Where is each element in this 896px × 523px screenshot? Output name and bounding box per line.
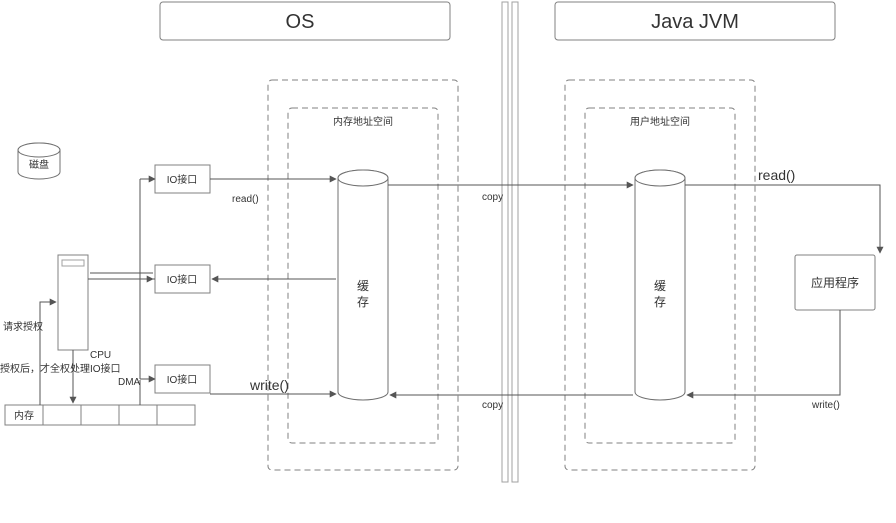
memory-row: 内存 [5, 405, 195, 425]
label-read-left: read() [232, 194, 259, 205]
header-jvm-label: Java JVM [651, 11, 739, 33]
label-auth-req: 请求授权 [3, 320, 43, 333]
svg-text:存: 存 [357, 295, 369, 309]
label-dma: DMA [118, 377, 141, 388]
label-write-left: write() [249, 377, 289, 393]
svg-text:IO接口: IO接口 [167, 173, 198, 186]
svg-text:IO接口: IO接口 [167, 273, 198, 286]
cpu-box: CPU [58, 255, 111, 361]
label-copy-bot: copy [482, 400, 503, 411]
io-port-1: IO接口 [155, 165, 210, 193]
os-region-title: 内存地址空间 [333, 115, 393, 128]
edge-write-right [687, 310, 840, 395]
divider-bar-2 [512, 2, 518, 482]
label-read-right: read() [758, 167, 795, 183]
svg-text:IO接口: IO接口 [167, 373, 198, 386]
svg-text:CPU: CPU [90, 350, 111, 361]
label-write-right: write() [811, 400, 840, 411]
label-auth-grant: 授权后，才全权处理IO接口 [0, 362, 121, 375]
jvm-region-title: 用户地址空间 [630, 115, 690, 128]
svg-text:缓: 缓 [357, 279, 369, 293]
edge-mem-cpu [40, 302, 56, 405]
label-copy-top: copy [482, 192, 503, 203]
io-port-3: IO接口 [155, 365, 210, 393]
header-os-label: OS [286, 11, 315, 33]
jvm-buffer-cylinder: 缓 存 [635, 170, 685, 400]
svg-text:应用程序: 应用程序 [811, 275, 859, 290]
svg-text:内存: 内存 [14, 409, 34, 422]
svg-text:存: 存 [654, 295, 666, 309]
io-port-2: IO接口 [155, 265, 210, 293]
disk-icon: 磁盘 [18, 143, 60, 179]
disk-label: 磁盘 [29, 158, 49, 171]
svg-text:缓: 缓 [654, 279, 666, 293]
edge-read-right [685, 185, 880, 253]
os-buffer-cylinder: 缓 存 [338, 170, 388, 400]
application-box: 应用程序 [795, 255, 875, 310]
